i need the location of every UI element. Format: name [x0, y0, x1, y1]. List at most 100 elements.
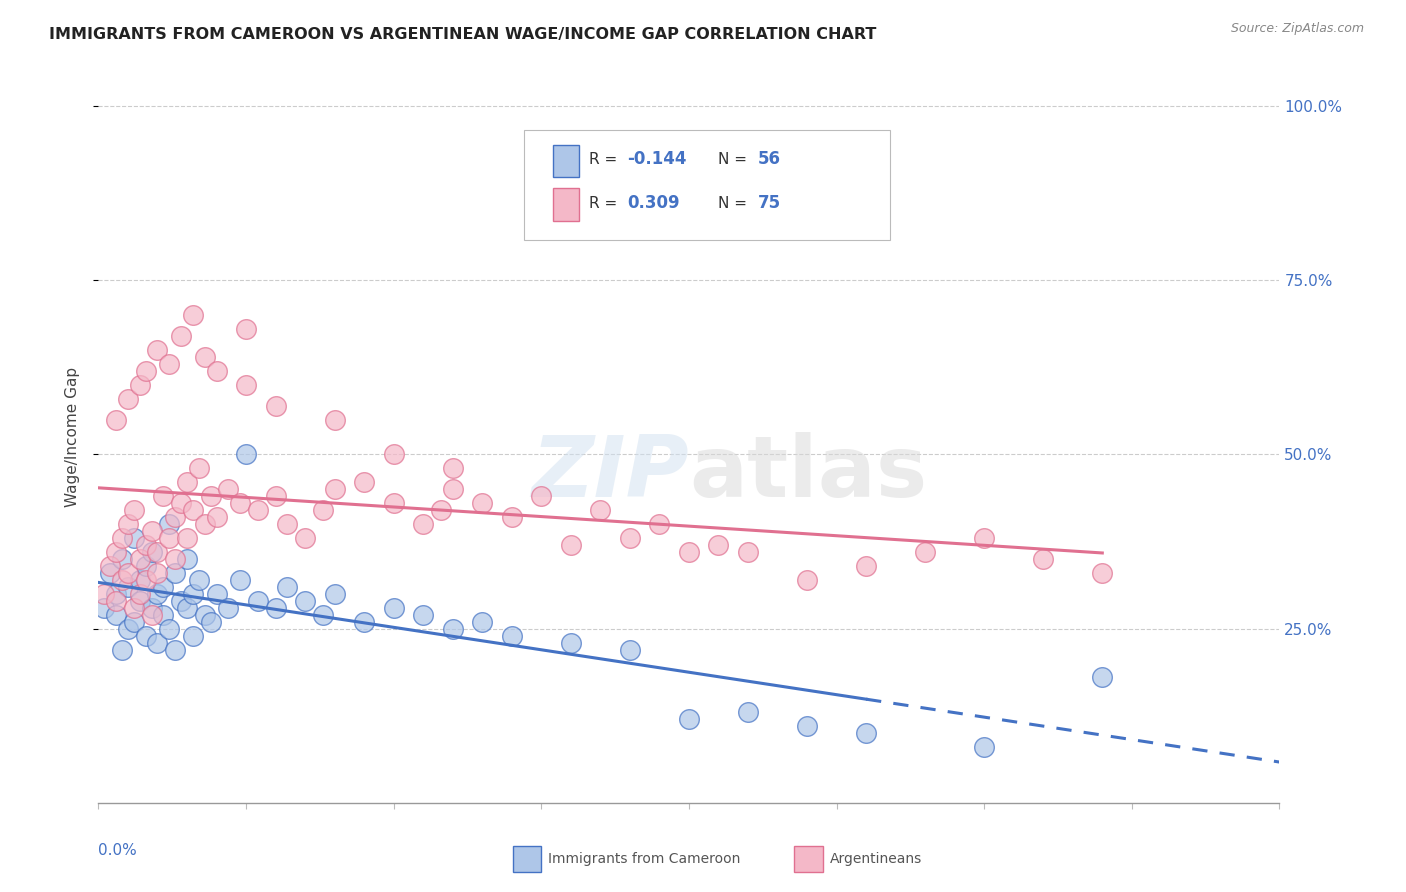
- Point: [146, 545, 169, 559]
- Point: [128, 377, 150, 392]
- Point: [323, 483, 346, 497]
- Point: [122, 531, 145, 545]
- Point: [146, 635, 169, 649]
- Point: [93, 587, 115, 601]
- Point: [205, 364, 228, 378]
- Text: 75: 75: [758, 194, 780, 212]
- Point: [530, 489, 553, 503]
- Point: [122, 600, 145, 615]
- FancyBboxPatch shape: [523, 130, 890, 240]
- Point: [176, 475, 198, 490]
- Point: [117, 580, 139, 594]
- Point: [146, 343, 169, 357]
- Point: [560, 538, 582, 552]
- Point: [737, 705, 759, 719]
- Text: 0.0%: 0.0%: [98, 843, 138, 858]
- Point: [412, 517, 434, 532]
- Point: [1091, 566, 1114, 580]
- Point: [170, 496, 193, 510]
- Point: [205, 510, 228, 524]
- Point: [157, 357, 180, 371]
- Point: [122, 503, 145, 517]
- Bar: [553, 188, 579, 221]
- Point: [589, 503, 612, 517]
- Point: [152, 607, 174, 622]
- Point: [111, 531, 134, 545]
- Text: Argentineans: Argentineans: [830, 852, 922, 866]
- Point: [619, 642, 641, 657]
- Y-axis label: Wage/Income Gap: Wage/Income Gap: [65, 367, 80, 508]
- Point: [294, 531, 316, 545]
- Point: [117, 566, 139, 580]
- Point: [619, 531, 641, 545]
- Point: [737, 545, 759, 559]
- Point: [128, 552, 150, 566]
- Point: [141, 607, 163, 622]
- Point: [648, 517, 671, 532]
- Text: IMMIGRANTS FROM CAMEROON VS ARGENTINEAN WAGE/INCOME GAP CORRELATION CHART: IMMIGRANTS FROM CAMEROON VS ARGENTINEAN …: [49, 27, 876, 42]
- Point: [165, 566, 187, 580]
- Point: [135, 573, 157, 587]
- Point: [117, 622, 139, 636]
- Point: [146, 566, 169, 580]
- Point: [165, 510, 187, 524]
- Point: [111, 552, 134, 566]
- Point: [264, 399, 287, 413]
- Point: [276, 517, 298, 532]
- Point: [430, 503, 453, 517]
- Point: [105, 594, 128, 608]
- Point: [194, 350, 217, 364]
- Point: [111, 642, 134, 657]
- Point: [122, 615, 145, 629]
- Point: [176, 552, 198, 566]
- Point: [135, 538, 157, 552]
- Text: 56: 56: [758, 150, 780, 168]
- Point: [501, 510, 523, 524]
- Point: [323, 412, 346, 426]
- Point: [235, 377, 257, 392]
- Point: [796, 573, 818, 587]
- Point: [441, 622, 464, 636]
- Point: [235, 448, 257, 462]
- Point: [105, 412, 128, 426]
- Point: [105, 607, 128, 622]
- Point: [98, 558, 121, 573]
- Point: [146, 587, 169, 601]
- Point: [152, 580, 174, 594]
- Point: [796, 719, 818, 733]
- Point: [105, 545, 128, 559]
- Bar: [553, 145, 579, 178]
- Point: [105, 587, 128, 601]
- Point: [194, 517, 217, 532]
- Point: [165, 642, 187, 657]
- Point: [111, 573, 134, 587]
- Point: [187, 461, 209, 475]
- Point: [181, 587, 204, 601]
- Point: [707, 538, 730, 552]
- Point: [229, 496, 252, 510]
- Point: [264, 600, 287, 615]
- Point: [264, 489, 287, 503]
- Point: [181, 308, 204, 322]
- Point: [194, 607, 217, 622]
- Point: [181, 503, 204, 517]
- Point: [382, 496, 405, 510]
- Point: [276, 580, 298, 594]
- Point: [141, 524, 163, 538]
- Point: [93, 600, 115, 615]
- Point: [135, 364, 157, 378]
- Text: R =: R =: [589, 195, 621, 211]
- Point: [353, 475, 375, 490]
- Point: [914, 545, 936, 559]
- Point: [235, 322, 257, 336]
- Point: [382, 448, 405, 462]
- Point: [170, 329, 193, 343]
- Point: [1091, 670, 1114, 684]
- Point: [117, 517, 139, 532]
- Text: Source: ZipAtlas.com: Source: ZipAtlas.com: [1230, 22, 1364, 36]
- Point: [855, 558, 877, 573]
- Point: [141, 600, 163, 615]
- Point: [560, 635, 582, 649]
- Point: [471, 496, 494, 510]
- Point: [98, 566, 121, 580]
